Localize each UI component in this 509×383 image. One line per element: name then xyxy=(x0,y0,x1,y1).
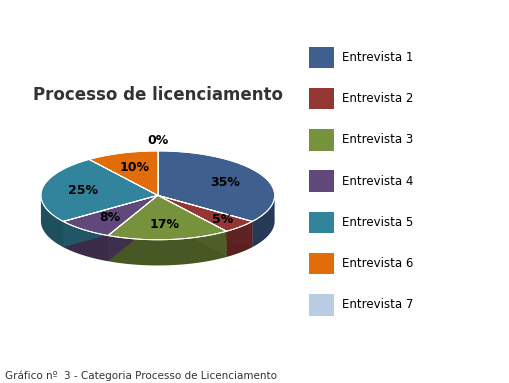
Text: 0%: 0% xyxy=(147,134,168,147)
Polygon shape xyxy=(158,195,227,257)
Polygon shape xyxy=(41,196,63,247)
FancyBboxPatch shape xyxy=(309,212,334,233)
Text: Gráfico nº  3 - Categoria Processo de Licenciamento: Gráfico nº 3 - Categoria Processo de Lic… xyxy=(5,371,277,381)
Text: Entrevista 4: Entrevista 4 xyxy=(342,175,413,188)
Text: 17%: 17% xyxy=(150,218,180,231)
Polygon shape xyxy=(158,195,252,231)
Text: Entrevista 1: Entrevista 1 xyxy=(342,51,413,64)
Text: 35%: 35% xyxy=(211,176,240,189)
Text: Entrevista 2: Entrevista 2 xyxy=(342,92,413,105)
FancyBboxPatch shape xyxy=(309,170,334,192)
Polygon shape xyxy=(63,195,158,247)
Polygon shape xyxy=(41,159,158,221)
Polygon shape xyxy=(108,195,158,261)
Text: Entrevista 6: Entrevista 6 xyxy=(342,257,413,270)
Text: 10%: 10% xyxy=(119,161,149,174)
Text: Entrevista 7: Entrevista 7 xyxy=(342,298,413,311)
Polygon shape xyxy=(63,195,158,236)
FancyBboxPatch shape xyxy=(309,253,334,274)
FancyBboxPatch shape xyxy=(309,294,334,316)
FancyBboxPatch shape xyxy=(309,88,334,110)
Text: 8%: 8% xyxy=(99,211,120,224)
Polygon shape xyxy=(63,221,108,261)
FancyBboxPatch shape xyxy=(309,47,334,68)
Polygon shape xyxy=(89,151,158,195)
Polygon shape xyxy=(108,195,227,240)
Polygon shape xyxy=(227,221,252,257)
Text: 5%: 5% xyxy=(212,213,233,226)
Polygon shape xyxy=(252,197,275,247)
Title: Processo de licenciamento: Processo de licenciamento xyxy=(33,86,283,104)
Polygon shape xyxy=(158,195,227,257)
Text: Entrevista 3: Entrevista 3 xyxy=(342,133,413,146)
Polygon shape xyxy=(158,195,252,247)
Text: 25%: 25% xyxy=(68,184,98,197)
Polygon shape xyxy=(158,195,252,247)
Polygon shape xyxy=(108,231,227,265)
Polygon shape xyxy=(108,195,158,261)
FancyBboxPatch shape xyxy=(309,129,334,151)
Text: Entrevista 5: Entrevista 5 xyxy=(342,216,413,229)
Polygon shape xyxy=(158,151,275,221)
Polygon shape xyxy=(63,195,158,247)
